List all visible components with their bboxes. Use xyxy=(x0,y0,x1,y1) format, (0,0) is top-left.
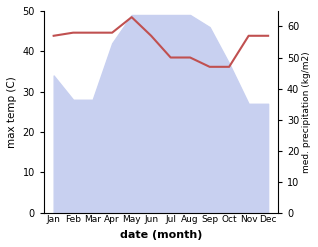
Y-axis label: max temp (C): max temp (C) xyxy=(7,76,17,148)
Y-axis label: med. precipitation (kg/m2): med. precipitation (kg/m2) xyxy=(302,51,311,173)
X-axis label: date (month): date (month) xyxy=(120,230,202,240)
